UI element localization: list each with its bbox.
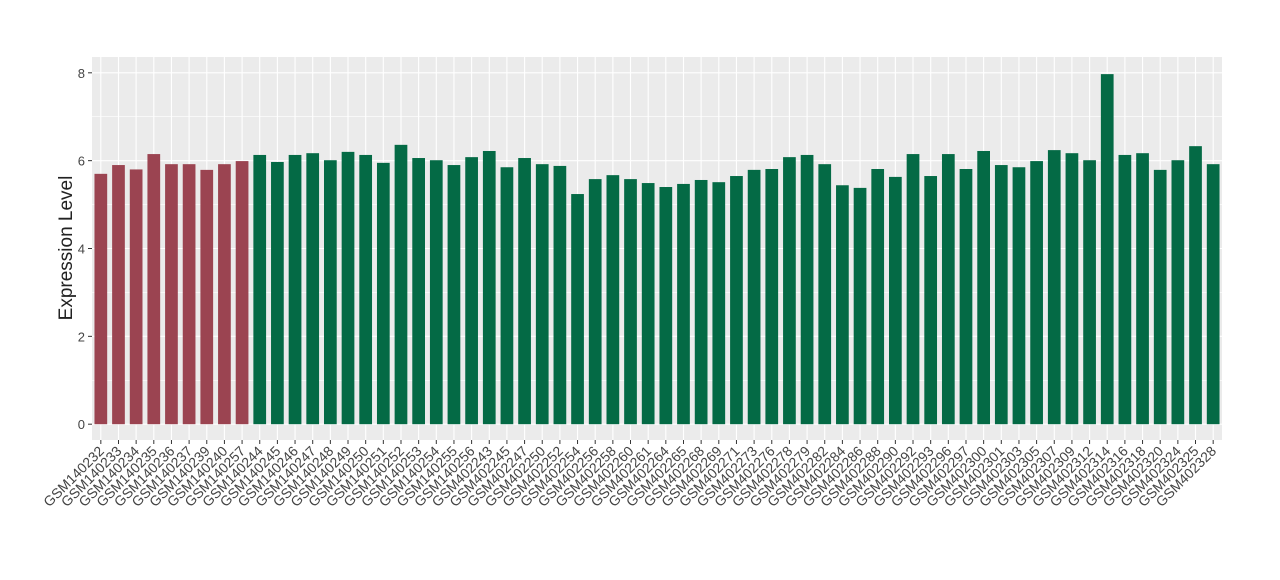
bar <box>889 176 902 425</box>
y-tick-label: 8 <box>78 66 85 81</box>
bar <box>394 144 408 425</box>
bar <box>271 161 284 425</box>
y-axis-title: Expression Level <box>56 176 77 321</box>
bar <box>765 169 779 425</box>
bar <box>853 187 867 425</box>
bar <box>324 160 337 425</box>
bar <box>1100 74 1114 425</box>
bar <box>1171 160 1185 425</box>
bar <box>306 153 320 425</box>
bar <box>500 167 514 425</box>
bar <box>1206 164 1220 425</box>
y-tick-label: 6 <box>78 154 85 169</box>
bar <box>200 169 214 425</box>
bar <box>112 165 125 425</box>
bar <box>659 187 673 425</box>
bar <box>800 154 814 425</box>
bar <box>712 182 726 425</box>
bar <box>941 154 955 425</box>
bar <box>447 165 461 425</box>
bar <box>1136 153 1149 425</box>
bar <box>994 165 1008 425</box>
bar <box>218 164 231 425</box>
bar <box>959 169 973 425</box>
bar <box>341 151 355 425</box>
bar <box>535 164 549 425</box>
bar <box>588 179 602 425</box>
bar <box>129 169 143 425</box>
bar <box>677 183 690 425</box>
bar <box>1153 169 1167 425</box>
bar <box>1083 160 1096 425</box>
bar <box>553 165 567 425</box>
bar <box>1030 161 1043 425</box>
bar <box>359 154 373 425</box>
bar <box>730 176 743 425</box>
bar <box>182 164 196 425</box>
bar <box>818 164 832 425</box>
bar <box>1012 167 1026 425</box>
bar <box>924 176 938 425</box>
bar <box>694 179 708 425</box>
bar <box>1065 153 1079 425</box>
bar <box>977 150 990 425</box>
bar <box>288 154 302 425</box>
bar <box>465 157 478 425</box>
bar <box>412 158 425 425</box>
bar <box>165 164 178 425</box>
bar <box>871 169 885 425</box>
bar <box>235 161 249 425</box>
bar <box>836 185 849 425</box>
bar <box>94 173 108 425</box>
bar <box>571 194 584 425</box>
bar <box>1047 150 1061 425</box>
bar <box>1189 146 1202 425</box>
bar <box>518 158 531 425</box>
bar <box>376 162 390 425</box>
y-tick-label: 0 <box>78 417 85 432</box>
y-tick-label: 4 <box>78 242 85 257</box>
bar <box>747 169 761 425</box>
bar <box>1118 154 1132 425</box>
bar <box>606 175 620 425</box>
y-tick-label: 2 <box>78 329 85 344</box>
bar <box>429 160 443 425</box>
bar <box>253 154 267 425</box>
bar <box>624 179 637 425</box>
bar <box>147 154 161 425</box>
bar <box>641 183 655 425</box>
bar <box>482 150 496 425</box>
bar <box>783 157 796 425</box>
bar <box>906 154 920 425</box>
